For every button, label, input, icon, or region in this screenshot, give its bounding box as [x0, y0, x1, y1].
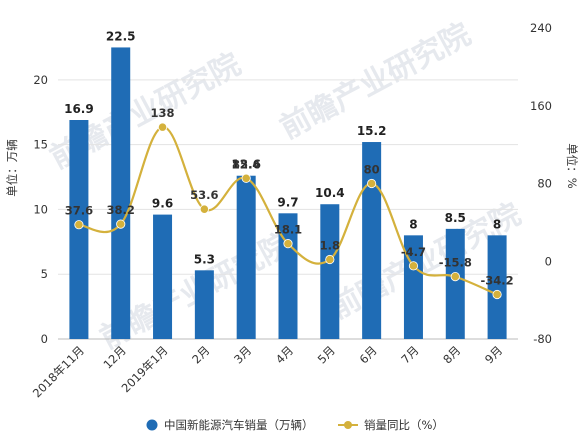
bar-value-label: 10.4	[315, 186, 345, 200]
line-point	[199, 204, 209, 214]
bar-series	[69, 47, 507, 339]
x-tick-label: 2018年11月	[30, 343, 87, 400]
line-point	[241, 173, 251, 183]
legend-bar-swatch-icon	[146, 419, 158, 431]
x-tick-label: 2月	[189, 343, 212, 366]
y-right-tick-label: 0	[545, 254, 552, 268]
y-left-axis-title: 单位：万辆	[5, 139, 19, 197]
y-left-tick-label: 5	[41, 267, 48, 281]
y-left-tick-label: 0	[41, 332, 48, 346]
y-right-tick-label: -80	[533, 332, 552, 346]
line-value-label: 138	[151, 106, 175, 120]
x-tick-label: 6月	[357, 343, 380, 366]
x-tick-label: 3月	[231, 343, 254, 366]
y-right-tick-label: 80	[537, 177, 552, 191]
bar-value-label: 22.5	[106, 29, 136, 43]
bar	[194, 270, 214, 339]
y-right-axis-title: 单位：%	[565, 143, 579, 188]
x-tick-label: 8月	[440, 343, 463, 366]
line-value-label: 18.1	[274, 223, 302, 237]
bar-value-label: 9.6	[152, 197, 173, 211]
legend-line-label: 销量同比（%）	[364, 418, 444, 432]
line-point	[367, 178, 377, 189]
bar	[69, 120, 89, 339]
bar	[362, 142, 382, 339]
bar	[236, 175, 256, 339]
line-value-label: -4.7	[401, 245, 426, 259]
bar-value-label: 9.7	[277, 195, 298, 209]
bar-value-label: 5.3	[194, 252, 215, 266]
line-series	[74, 122, 502, 300]
bar-value-label: 12.6	[231, 158, 261, 172]
x-tick-label: 4月	[273, 343, 296, 366]
x-tick-label: 9月	[482, 343, 505, 366]
legend-line-marker-icon	[344, 421, 352, 429]
bar-value-label: 8	[409, 217, 417, 231]
line-point	[325, 254, 335, 265]
line-value-label: 85.4	[232, 157, 260, 171]
line-point	[408, 261, 419, 271]
line-value-label: 53.6	[190, 188, 218, 202]
line-value-label: 37.6	[65, 204, 93, 218]
bar-value-label: 16.9	[64, 102, 94, 116]
legend-bar-label: 中国新能源汽车销量（万辆）	[164, 418, 314, 432]
line-point	[157, 122, 168, 132]
bar	[487, 235, 507, 339]
line-point	[283, 239, 293, 249]
line-value-label: 80	[364, 163, 380, 177]
bar-value-label: 8.5	[445, 211, 466, 225]
y-left-tick-label: 15	[33, 138, 48, 152]
bar	[403, 235, 423, 339]
line-value-label: 1.8	[320, 239, 340, 253]
line-point	[450, 272, 460, 282]
line-value-label: -15.8	[439, 256, 472, 270]
bar	[153, 214, 173, 339]
legend: 中国新能源汽车销量（万辆） 销量同比（%）	[146, 418, 444, 432]
line-point	[492, 289, 502, 300]
line-point	[116, 219, 126, 229]
bar	[278, 213, 298, 339]
bar-value-label: 8	[493, 217, 501, 231]
bar	[445, 228, 465, 339]
x-tick-label: 7月	[398, 343, 421, 366]
bar	[111, 47, 131, 339]
bar-value-label: 15.2	[357, 124, 387, 138]
y-right-tick-label: 240	[530, 21, 552, 35]
line-value-label: 38.2	[107, 203, 135, 217]
line-point	[74, 220, 84, 230]
data-labels: 16.9 22.5 9.6 5.3 12.6 9.7 10.4 15.2 8 8.5 8 37.6 38…	[64, 29, 514, 287]
y-right-tick-label: 160	[530, 99, 552, 113]
x-tick-label: 5月	[315, 343, 338, 366]
bar	[320, 204, 340, 339]
y-left-tick-label: 20	[33, 73, 48, 87]
y-left-tick-label: 10	[33, 202, 48, 216]
line-value-label: -34.2	[481, 273, 514, 287]
